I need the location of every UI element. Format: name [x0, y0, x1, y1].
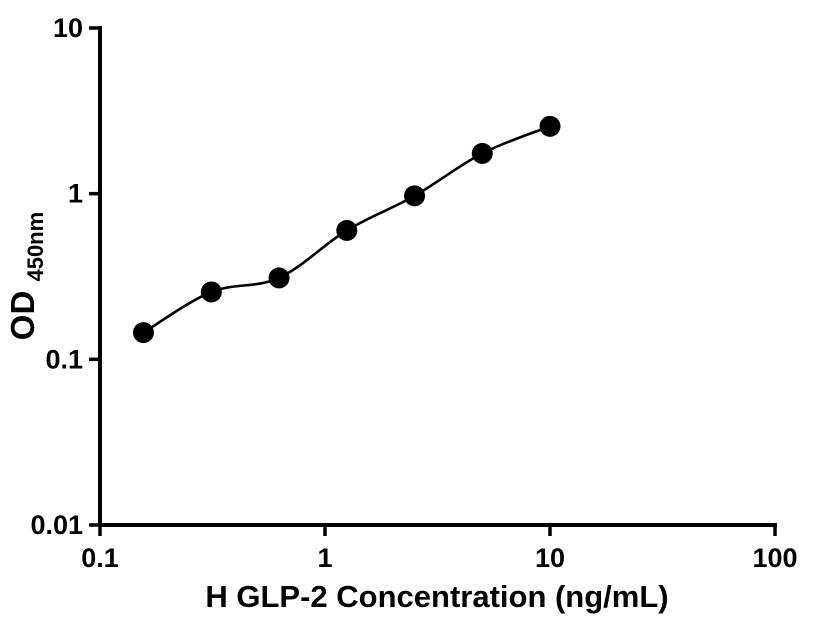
y-tick-label: 0.1 [45, 344, 83, 374]
y-tick-label: 0.01 [30, 510, 83, 540]
data-point-marker [132, 322, 154, 344]
axis-ticks [89, 26, 777, 536]
axis-lines [98, 26, 777, 527]
data-point-marker [200, 281, 222, 303]
y-tick-label: 10 [53, 13, 83, 43]
x-axis-title: H GLP-2 Concentration (ng/mL) [205, 579, 668, 614]
y-axis-title-main: OD [4, 291, 41, 341]
x-tick-label: 1 [317, 543, 332, 573]
x-tick-label: 10 [535, 543, 565, 573]
x-tick-label: 0.1 [81, 543, 119, 573]
y-axis-title-sub: 450nm [23, 212, 48, 282]
data-points [132, 115, 561, 344]
x-tick-label: 100 [752, 543, 797, 573]
y-axis-title: OD 450nm [4, 212, 48, 340]
data-point-marker [336, 219, 358, 241]
axes [98, 26, 777, 527]
data-point-marker [539, 115, 561, 137]
data-point-marker [404, 185, 426, 207]
y-tick-label: 1 [68, 179, 83, 209]
data-point-marker [471, 142, 493, 164]
data-point-marker [268, 267, 290, 289]
